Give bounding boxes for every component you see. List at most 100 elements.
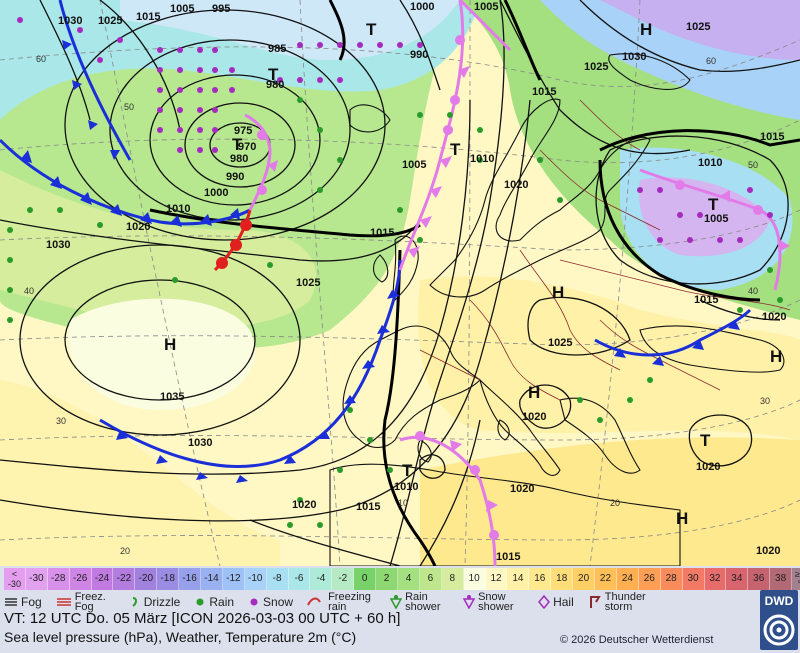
temperature-scale-cell: -26 <box>69 568 92 590</box>
isobars <box>0 0 800 566</box>
temperature-scale-cell: < -30 <box>4 568 26 590</box>
freezing-fog-icon <box>56 598 71 606</box>
temperature-scale-cell: -22 <box>113 568 136 590</box>
svg-text:1005: 1005 <box>704 213 728 225</box>
svg-text:1030: 1030 <box>58 15 82 27</box>
temperature-scale-cell: -12 <box>222 568 245 590</box>
drizzle-icon <box>132 597 137 607</box>
temperature-scale-cell: 26 <box>638 568 661 590</box>
temperature-scale-cell: 14 <box>507 568 530 590</box>
freezing-rain-icon <box>307 597 321 606</box>
temperature-scale-cell: 16 <box>529 568 552 590</box>
svg-text:50: 50 <box>748 160 758 170</box>
svg-text:1025: 1025 <box>584 61 608 73</box>
temperature-scale-cell: -8 <box>266 568 289 590</box>
temperature-scale-cell: 38 <box>770 568 793 590</box>
svg-text:1015: 1015 <box>496 551 520 563</box>
dwd-swirl-icon <box>763 614 795 646</box>
pressure-centers: H H H H H H T T T T T T T <box>164 20 782 528</box>
svg-text:60: 60 <box>706 56 716 66</box>
svg-text:980: 980 <box>230 153 248 165</box>
svg-text:970: 970 <box>238 141 256 153</box>
temp-band-siberia <box>600 0 800 60</box>
svg-text:1005: 1005 <box>170 3 194 15</box>
low-center: T <box>450 140 461 159</box>
svg-text:10: 10 <box>398 498 408 508</box>
legend-freezing-fog: Freez. Fog <box>56 592 115 613</box>
temperature-scale-cell: 6 <box>419 568 442 590</box>
low-center: T <box>268 65 279 84</box>
svg-text:1025: 1025 <box>548 337 572 349</box>
svg-text:60: 60 <box>36 54 46 64</box>
legend-rain-shower: Rain shower <box>390 592 449 613</box>
temperature-scale-cell: 8 <box>441 568 464 590</box>
high-center: H <box>770 347 782 366</box>
temperature-scale-cell: -28 <box>47 568 70 590</box>
temperature-scale-cell: 34 <box>726 568 749 590</box>
svg-text:975: 975 <box>234 125 252 137</box>
warm-front-semicircles <box>216 219 252 269</box>
svg-text:1030: 1030 <box>46 239 70 251</box>
temperature-scale-cell: 22 <box>595 568 617 590</box>
snow-icon <box>250 598 258 606</box>
svg-text:1010: 1010 <box>470 153 494 165</box>
temperature-scale-cell: 36 <box>748 568 771 590</box>
occluded-front-arctic <box>458 0 512 52</box>
dwd-logo: DWD <box>760 590 798 650</box>
map-canvas: H H H H H H T T T T T T T 1030 1025 1015… <box>0 0 800 566</box>
temperature-scale-cell: -24 <box>91 568 114 590</box>
svg-text:1020: 1020 <box>504 179 528 191</box>
svg-text:1005: 1005 <box>474 1 498 13</box>
temp-band-azores-high <box>68 298 256 410</box>
svg-text:1015: 1015 <box>760 131 784 143</box>
svg-text:990: 990 <box>226 171 244 183</box>
temperature-scale: < -30 -30 -28 -26 -24 -22 -20 -18 -16 -14 -12 -10 -8-… <box>4 568 800 590</box>
low-center: T <box>232 135 243 154</box>
weather-symbol-legend: Fog Freez. Fog Drizzle Rain Snow Freezin… <box>4 591 754 613</box>
cold-front-triangles <box>20 40 740 483</box>
thunderstorm-icon <box>589 596 601 608</box>
legend-freezing-rain: Freezing rain <box>307 592 376 613</box>
low-center: T <box>366 20 377 39</box>
legend-hail: Hail <box>538 595 574 609</box>
rain-icon <box>196 598 204 606</box>
high-center: H <box>676 509 688 528</box>
svg-text:1020: 1020 <box>126 221 150 233</box>
rain-symbols <box>7 97 783 528</box>
svg-text:1015: 1015 <box>370 227 394 239</box>
temperature-scale-cell: 28 <box>660 568 683 590</box>
fronts <box>0 0 790 566</box>
legend-thunderstorm: Thunder storm <box>588 592 655 613</box>
high-center: H <box>640 20 652 39</box>
svg-text:990: 990 <box>410 49 428 61</box>
copyright: © 2026 Deutscher Wetterdienst <box>560 634 714 646</box>
temp-band-russia-snow <box>639 177 770 257</box>
temperature-scale-cell: -14 <box>201 568 223 590</box>
legend-drizzle: Drizzle <box>129 595 180 609</box>
temperature-scale-cell: -16 <box>179 568 202 590</box>
temperature-scale-cell: 12 <box>485 568 508 590</box>
temperature-scale-cell: 24 <box>616 568 639 590</box>
temperature-scale-cell: ≥40°C <box>792 568 800 590</box>
legend-snow-shower: Snow shower <box>463 592 524 613</box>
cold-front-eastern-europe <box>594 308 752 357</box>
cold-front-greenland <box>58 0 132 161</box>
legend-snow: Snow <box>248 595 293 609</box>
temperature-scale-cell: -30 <box>25 568 48 590</box>
svg-text:1015: 1015 <box>694 294 718 306</box>
svg-text:1025: 1025 <box>686 21 710 33</box>
temperature-scale-cell: 2 <box>376 568 399 590</box>
svg-text:1020: 1020 <box>292 499 316 511</box>
temperature-scale-cell: 30 <box>682 568 705 590</box>
temperature-scale-cell: 0 <box>354 568 377 590</box>
svg-text:985: 985 <box>268 43 286 55</box>
low-center: T <box>708 195 719 214</box>
svg-text:40: 40 <box>24 286 34 296</box>
temp-band-warm-sw <box>0 380 280 566</box>
svg-text:1020: 1020 <box>522 411 546 423</box>
legend-panel: < -30 -30 -28 -26 -24 -22 -20 -18 -16 -14 -12 -10 -8-… <box>0 566 800 653</box>
svg-text:1030: 1030 <box>188 437 212 449</box>
svg-text:980: 980 <box>266 79 284 91</box>
isobar-labels: 1030 1025 1015 1005 995 1000 1005 985 99… <box>46 1 786 563</box>
temperature-scale-cell: 32 <box>704 568 727 590</box>
